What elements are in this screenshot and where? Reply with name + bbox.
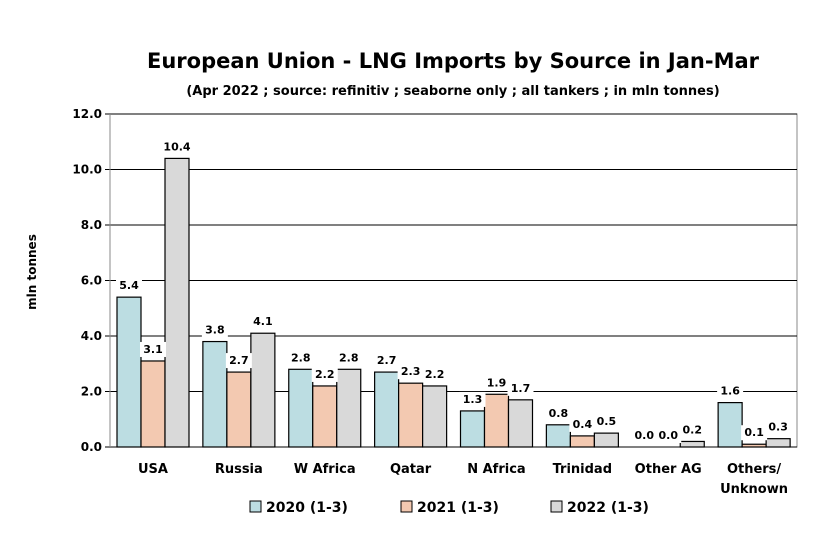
y-tick-label: 10.0 [72, 163, 102, 177]
data-label-bg [335, 350, 362, 366]
y-tick-label: 8.0 [81, 218, 102, 232]
legend-swatch [249, 500, 262, 513]
bar [336, 368, 362, 448]
data-label-bg [249, 314, 276, 330]
y-tick-label: 4.0 [81, 329, 102, 343]
data-label-bg [421, 366, 448, 382]
chart-title: European Union - LNG Imports by Source i… [147, 49, 760, 73]
x-tick-label: Others/Unknown [720, 462, 788, 497]
data-label-bg [164, 139, 190, 155]
bar [765, 438, 791, 448]
x-tick-label: N Africa [467, 462, 525, 477]
chart-subtitle: (Apr 2022 ; source: refinitiv ; seaborne… [186, 84, 719, 99]
data-label-bg [545, 405, 572, 421]
data-label-bg [287, 350, 314, 366]
bar [507, 399, 534, 448]
data-label-bg [225, 353, 252, 369]
data-label: 0.4 [573, 418, 593, 431]
data-label: 1.9 [487, 376, 507, 389]
data-label-bg [507, 380, 534, 396]
data-label: 1.6 [720, 385, 740, 398]
bar [679, 440, 705, 448]
data-label: 1.3 [463, 393, 483, 406]
legend-swatch [550, 500, 563, 513]
data-label-bg [631, 428, 658, 443]
data-label: 3.1 [143, 343, 163, 356]
data-label: 0.0 [635, 429, 655, 442]
legend-label: 2020 (1-3) [266, 500, 348, 516]
data-label: 1.7 [511, 382, 531, 395]
bar [569, 435, 595, 448]
data-label: 2.8 [339, 351, 359, 364]
bar [312, 385, 338, 448]
data-label: 2.7 [377, 354, 397, 367]
x-tick-label: Other AG [635, 462, 702, 477]
legend-swatch [400, 500, 413, 513]
legend-item: 2022 (1-3) [550, 500, 649, 516]
legend-label: 2021 (1-3) [417, 500, 499, 516]
y-tick-label: 0.0 [81, 440, 102, 454]
x-tick-label: USA [138, 462, 168, 477]
data-label-bg [373, 353, 400, 369]
data-label-bg [717, 383, 744, 399]
bar [250, 332, 276, 448]
data-label-bg [741, 425, 768, 441]
bar [483, 393, 510, 448]
data-label: 2.2 [315, 368, 335, 381]
legend-label: 2022 (1-3) [567, 500, 649, 516]
x-tick-label: Qatar [390, 462, 432, 477]
data-label: 3.8 [205, 324, 225, 337]
data-label: 0.5 [597, 415, 617, 428]
data-label-bg [459, 391, 486, 407]
bar [116, 296, 142, 448]
data-label-bg [765, 419, 792, 435]
bar [717, 402, 743, 448]
bar [164, 157, 190, 448]
bar [288, 368, 314, 448]
bar [140, 360, 166, 448]
bar [459, 410, 486, 448]
data-label-bg [679, 422, 706, 438]
bar [422, 385, 448, 448]
bar [398, 382, 424, 448]
data-label-bg [201, 322, 228, 338]
x-tick-label: Russia [215, 462, 263, 477]
data-label: 0.3 [768, 421, 788, 434]
data-label: 0.1 [744, 426, 764, 439]
data-label: 5.4 [119, 279, 139, 292]
data-label: 0.2 [683, 423, 703, 436]
bar [374, 371, 400, 448]
data-label-bg [569, 416, 596, 432]
y-tick-label: 6.0 [81, 274, 102, 288]
data-label: 2.7 [229, 354, 249, 367]
x-tick-label: W Africa [294, 462, 356, 477]
data-label-bg [397, 364, 424, 380]
legend-item: 2020 (1-3) [249, 500, 348, 516]
bar [226, 371, 252, 448]
y-tick-label: 2.0 [81, 385, 102, 399]
data-label: 2.3 [401, 365, 421, 378]
y-tick-label: 12.0 [72, 107, 102, 121]
data-label-bg [311, 366, 338, 382]
data-label: 10.4 [163, 140, 190, 153]
data-label-bg [655, 428, 682, 443]
data-label: 0.0 [659, 429, 679, 442]
data-label: 4.1 [253, 315, 273, 328]
bar [741, 443, 767, 448]
data-label-bg [483, 375, 510, 391]
bar [593, 432, 619, 448]
y-axis-label: mln tonnes [25, 234, 39, 310]
data-label-bg [593, 414, 620, 430]
data-label: 0.8 [549, 407, 569, 420]
bar [545, 424, 571, 448]
x-tick-label: Trinidad [553, 462, 612, 477]
data-label: 2.8 [291, 351, 311, 364]
data-label-bg [116, 278, 142, 294]
legend-item: 2021 (1-3) [400, 500, 499, 516]
data-label-bg [140, 341, 166, 357]
bar [202, 340, 228, 448]
data-label: 2.2 [425, 368, 445, 381]
